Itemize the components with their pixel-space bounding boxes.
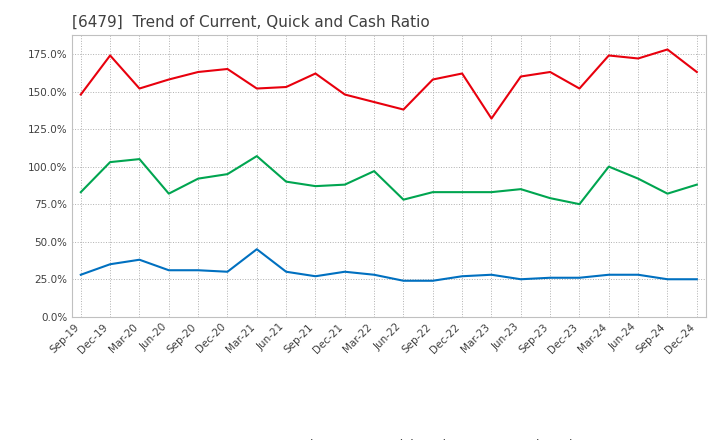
Cash Ratio — [106, 262, 114, 267]
Cash Ratio — [370, 272, 379, 277]
Cash Ratio — [253, 246, 261, 252]
Cash Ratio — [341, 269, 349, 275]
Current Ratio — [634, 56, 642, 61]
Quick Ratio — [106, 159, 114, 165]
Current Ratio — [546, 70, 554, 75]
Quick Ratio — [428, 190, 437, 195]
Cash Ratio — [164, 268, 173, 273]
Quick Ratio — [135, 157, 144, 162]
Cash Ratio — [693, 277, 701, 282]
Current Ratio — [106, 53, 114, 58]
Quick Ratio — [399, 197, 408, 202]
Current Ratio — [516, 74, 525, 79]
Quick Ratio — [76, 190, 85, 195]
Current Ratio — [223, 66, 232, 72]
Quick Ratio — [487, 190, 496, 195]
Cash Ratio — [76, 272, 85, 277]
Current Ratio — [458, 71, 467, 76]
Line: Current Ratio: Current Ratio — [81, 49, 697, 118]
Current Ratio — [164, 77, 173, 82]
Quick Ratio — [370, 169, 379, 174]
Cash Ratio — [516, 277, 525, 282]
Cash Ratio — [663, 277, 672, 282]
Cash Ratio — [399, 278, 408, 283]
Cash Ratio — [428, 278, 437, 283]
Quick Ratio — [223, 172, 232, 177]
Current Ratio — [605, 53, 613, 58]
Quick Ratio — [164, 191, 173, 196]
Cash Ratio — [135, 257, 144, 262]
Current Ratio — [370, 99, 379, 105]
Quick Ratio — [663, 191, 672, 196]
Cash Ratio — [282, 269, 290, 275]
Current Ratio — [575, 86, 584, 91]
Current Ratio — [311, 71, 320, 76]
Current Ratio — [693, 70, 701, 75]
Text: [6479]  Trend of Current, Quick and Cash Ratio: [6479] Trend of Current, Quick and Cash … — [72, 15, 430, 30]
Current Ratio — [428, 77, 437, 82]
Quick Ratio — [516, 187, 525, 192]
Quick Ratio — [575, 202, 584, 207]
Current Ratio — [399, 107, 408, 112]
Line: Quick Ratio: Quick Ratio — [81, 156, 697, 204]
Quick Ratio — [693, 182, 701, 187]
Cash Ratio — [194, 268, 202, 273]
Quick Ratio — [605, 164, 613, 169]
Quick Ratio — [458, 190, 467, 195]
Current Ratio — [282, 84, 290, 90]
Cash Ratio — [487, 272, 496, 277]
Current Ratio — [76, 92, 85, 97]
Quick Ratio — [253, 154, 261, 159]
Current Ratio — [135, 86, 144, 91]
Cash Ratio — [634, 272, 642, 277]
Quick Ratio — [282, 179, 290, 184]
Quick Ratio — [634, 176, 642, 181]
Current Ratio — [341, 92, 349, 97]
Cash Ratio — [546, 275, 554, 280]
Quick Ratio — [311, 183, 320, 189]
Cash Ratio — [575, 275, 584, 280]
Cash Ratio — [605, 272, 613, 277]
Legend: Current Ratio, Quick Ratio, Cash Ratio: Current Ratio, Quick Ratio, Cash Ratio — [192, 434, 585, 440]
Current Ratio — [253, 86, 261, 91]
Line: Cash Ratio: Cash Ratio — [81, 249, 697, 281]
Cash Ratio — [223, 269, 232, 275]
Cash Ratio — [311, 274, 320, 279]
Quick Ratio — [546, 195, 554, 201]
Current Ratio — [663, 47, 672, 52]
Quick Ratio — [341, 182, 349, 187]
Quick Ratio — [194, 176, 202, 181]
Current Ratio — [194, 70, 202, 75]
Current Ratio — [487, 116, 496, 121]
Cash Ratio — [458, 274, 467, 279]
